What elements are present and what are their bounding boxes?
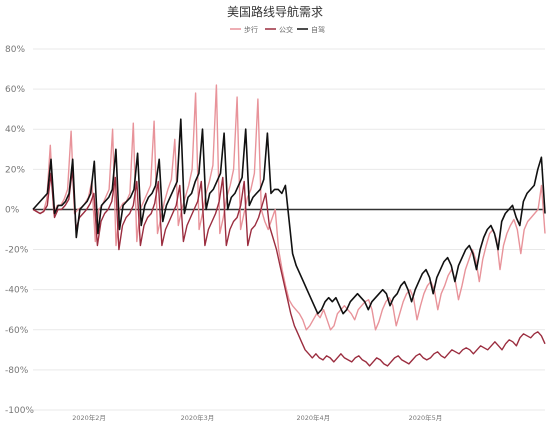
series-line-transit — [32, 168, 546, 367]
series-line-driving — [32, 118, 546, 315]
grid-layer — [33, 48, 545, 411]
y-tick-label: 40% — [5, 125, 25, 135]
y-tick-label: 20% — [5, 165, 25, 175]
y-axis: 80% 60% 40% 20% 0% -20% -40% -60% -80% -100% — [5, 45, 34, 416]
x-tick-label: 2020年5月 — [409, 413, 443, 422]
legend-item-transit: 公交 — [265, 25, 293, 34]
legend-item-walking: 步行 — [230, 25, 258, 34]
y-tick-label: 80% — [5, 45, 25, 55]
series-layer — [32, 84, 546, 367]
legend-label-transit: 公交 — [279, 25, 293, 34]
y-tick-label: -60% — [5, 326, 29, 336]
y-tick-label: -40% — [5, 286, 29, 296]
y-tick-label: 60% — [5, 85, 25, 95]
legend-label-walking: 步行 — [244, 25, 258, 34]
x-axis: 2020年2月 2020年3月 2020年4月 2020年5月 — [72, 413, 442, 422]
y-tick-label: 0% — [5, 205, 20, 215]
y-tick-label: -100% — [5, 406, 34, 416]
chart-title: 美国路线导航需求 — [227, 4, 323, 19]
legend-item-driving: 自驾 — [297, 25, 325, 34]
x-tick-label: 2020年3月 — [181, 413, 215, 422]
legend: 步行 公交 自驾 — [230, 25, 325, 34]
x-tick-label: 2020年2月 — [72, 413, 106, 422]
y-tick-label: -20% — [5, 246, 29, 256]
y-tick-label: -80% — [5, 366, 29, 376]
legend-label-driving: 自驾 — [311, 25, 325, 34]
series-line-walking — [32, 84, 546, 331]
x-tick-label: 2020年4月 — [296, 413, 330, 422]
